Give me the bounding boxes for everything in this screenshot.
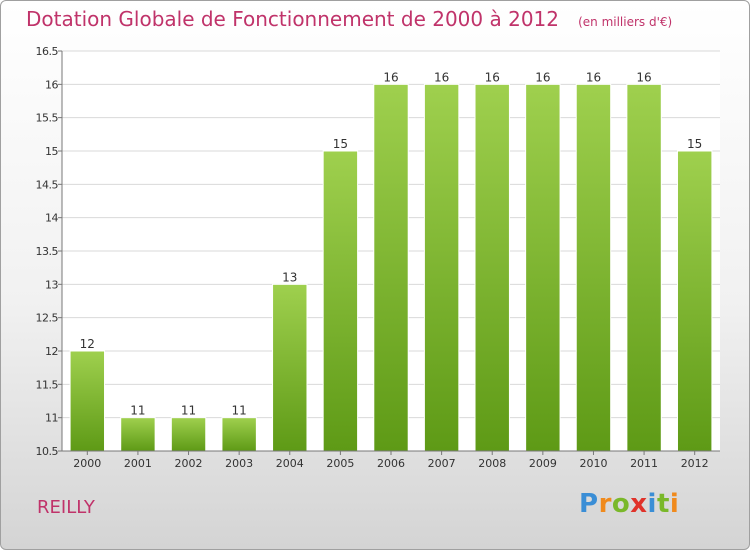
data-label: 15 [333, 137, 348, 151]
data-label: 16 [383, 70, 398, 84]
y-tick-label: 10.5 [36, 445, 59, 458]
bar [525, 83, 561, 452]
data-label: 13 [282, 270, 297, 284]
x-tick-label: 2008 [478, 457, 506, 470]
data-label: 11 [181, 404, 196, 418]
logo-letter: i [669, 489, 680, 519]
x-tick-label: 2000 [73, 457, 101, 470]
bar [373, 83, 409, 452]
bar [575, 83, 612, 452]
bar [626, 83, 662, 452]
y-tick-label: 15.5 [36, 112, 59, 125]
x-axis-ticks: 2000 2001 2002 2003 2004 2005 2006 2007 2008 2009… [73, 451, 709, 470]
x-tick-label: 2005 [326, 457, 354, 470]
y-tick-label: 16 [45, 78, 58, 91]
logo-letter: P [579, 489, 599, 519]
x-tick-label: 2007 [428, 457, 456, 470]
data-label: 16 [636, 70, 651, 84]
logo-letter: t [656, 489, 670, 519]
x-tick-label: 2001 [124, 457, 152, 470]
y-tick-label: 13.5 [36, 245, 59, 258]
bar [676, 150, 713, 452]
bar [170, 417, 207, 452]
data-label: 16 [485, 70, 500, 84]
y-tick-label: 14.5 [36, 178, 59, 191]
title-row: Dotation Globale de Fonctionnement de 20… [26, 7, 672, 31]
data-label: 12 [80, 337, 95, 351]
y-axis-ticks: 10.5 11 11.5 12 12.5 13 13.5 14 14.5 15 15.5 16 16.5 [36, 45, 62, 458]
x-tick-label: 2002 [175, 457, 203, 470]
proxiti-logo: Proxiti [579, 489, 679, 519]
chart-unit: (en milliers d'€) [578, 15, 673, 29]
data-label: 16 [535, 70, 550, 84]
y-tick-label: 12.5 [36, 312, 59, 325]
y-tick-label: 16.5 [36, 45, 59, 58]
x-tick-label: 2003 [225, 457, 253, 470]
bar [221, 417, 257, 452]
y-tick-label: 14 [45, 212, 58, 225]
y-tick-label: 12 [45, 345, 58, 358]
x-tick-label: 2009 [529, 457, 557, 470]
data-label: 11 [130, 404, 145, 418]
x-tick-label: 2011 [630, 457, 658, 470]
data-label: 11 [232, 404, 247, 418]
y-tick-label: 15 [45, 145, 58, 158]
y-tick-label: 11.5 [36, 378, 59, 391]
x-tick-label: 2004 [276, 457, 304, 470]
commune-name: REILLY [37, 497, 95, 518]
y-tick-label: 11 [45, 412, 58, 425]
chart-title: Dotation Globale de Fonctionnement de 20… [26, 7, 559, 31]
x-tick-label: 2006 [377, 457, 405, 470]
bar [474, 83, 510, 452]
logo-letter: o [611, 489, 631, 519]
data-label: 16 [434, 70, 449, 84]
data-label: 15 [687, 137, 702, 151]
x-tick-label: 2010 [579, 457, 607, 470]
bars [69, 83, 713, 452]
bar [120, 417, 156, 452]
logo-letter: i [647, 489, 657, 519]
x-tick-label: 2012 [681, 457, 709, 470]
logo-letter: x [630, 489, 648, 519]
y-tick-label: 13 [45, 278, 58, 291]
data-labels: 12 11 11 11 13 15 16 16 16 16 16 16 15 [80, 70, 703, 417]
bar [69, 350, 106, 452]
bar [322, 150, 359, 452]
logo-letter: r [598, 489, 612, 519]
bar [423, 83, 460, 452]
bar [272, 283, 308, 452]
data-label: 16 [586, 70, 601, 84]
